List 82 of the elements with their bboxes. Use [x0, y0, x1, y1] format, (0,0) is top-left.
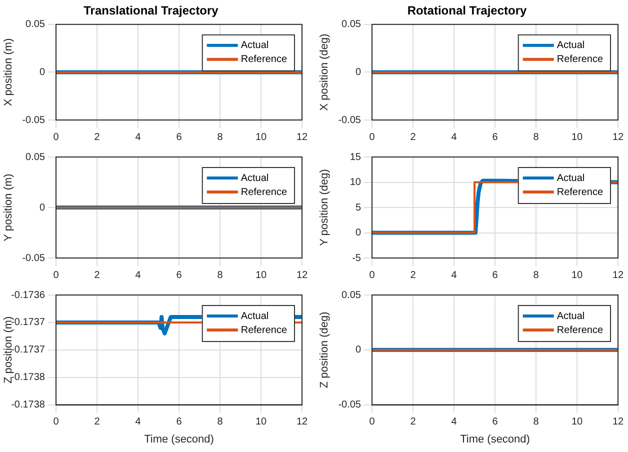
y-tick-label: 0.05 [342, 19, 362, 30]
x-tick-label: 0 [369, 270, 376, 281]
y-tick-label: 10 [350, 177, 362, 188]
x-tick-label: 0 [53, 416, 60, 428]
x-tick-label: 6 [492, 416, 498, 428]
y-tick-label: 0 [39, 202, 46, 214]
y-axis-title: Z position (deg) [318, 312, 331, 388]
y-tick-label: 0.05 [342, 290, 362, 301]
x-tick-label: 10 [255, 270, 267, 281]
x-tick-label: 10 [571, 270, 583, 281]
x-tick-label: 2 [410, 416, 416, 428]
x-tick-label: 8 [217, 132, 224, 143]
legend-label: Reference [240, 54, 288, 66]
x-tick-label: 4 [135, 416, 142, 428]
x-tick-label: 6 [176, 270, 182, 281]
legend-label: Actual [556, 310, 585, 322]
x-tick-label: 2 [410, 132, 416, 143]
y-tick-label: -0.05 [338, 114, 362, 126]
x-tick-label: 12 [296, 270, 308, 281]
y-tick-label: 0 [355, 344, 362, 356]
x-tick-label: 4 [451, 132, 458, 143]
y-tick-label: 0.05 [26, 19, 46, 30]
legend-label: Actual [556, 172, 585, 184]
x-tick-label: 2 [94, 132, 100, 143]
y-axis-title: X position (m) [2, 38, 15, 106]
y-tick-label: -5 [352, 252, 362, 264]
x-tick-label: 8 [533, 416, 540, 428]
x-tick-label: 0 [369, 132, 376, 143]
y-tick-label: 0.05 [26, 152, 46, 163]
x-tick-label: 2 [94, 270, 100, 281]
x-tick-label: 12 [612, 416, 624, 428]
x-tick-label: 4 [135, 132, 142, 143]
y-tick-label: -0.1736 [11, 290, 46, 301]
x-tick-label: 8 [533, 270, 540, 281]
x-tick-label: 12 [612, 132, 624, 143]
x-tick-label: 6 [492, 270, 498, 281]
legend-label: Reference [240, 186, 288, 198]
legend-label: Reference [240, 324, 288, 336]
y-tick-label: 0 [355, 228, 362, 238]
x-tick-label: 4 [135, 270, 142, 281]
legend-label: Reference [556, 324, 604, 336]
y-tick-label: 0 [355, 66, 362, 78]
x-tick-label: 0 [53, 270, 60, 281]
y-tick-label: 15 [350, 152, 362, 163]
y-tick-label: -0.05 [22, 114, 46, 126]
x-tick-label: 10 [255, 416, 267, 428]
legend-label: Reference [556, 186, 604, 198]
x-tick-label: 4 [451, 270, 458, 281]
x-tick-label: 8 [217, 416, 224, 428]
x-tick-label: 12 [296, 132, 308, 143]
legend-label: Actual [240, 40, 269, 52]
x-tick-label: 12 [296, 416, 308, 428]
legend-label: Actual [556, 40, 585, 52]
y-tick-label: 5 [355, 202, 362, 214]
y-tick-label: -0.05 [22, 252, 46, 264]
legend-label: Actual [240, 172, 269, 184]
y-tick-label: -0.1738 [11, 400, 46, 411]
chart-title: Rotational Trajectory [407, 4, 527, 18]
y-axis-title: Y position (deg) [318, 169, 331, 246]
x-axis-title: Time (second) [460, 433, 530, 446]
y-tick-label: 0 [39, 66, 46, 78]
x-tick-label: 6 [176, 132, 182, 143]
legend-label: Reference [556, 54, 604, 66]
x-tick-label: 8 [217, 270, 224, 281]
x-tick-label: 2 [94, 416, 100, 428]
x-axis-title: Time (second) [144, 433, 214, 446]
y-axis-title: Y position (m) [2, 174, 15, 242]
x-tick-label: 10 [571, 416, 583, 428]
x-tick-label: 10 [571, 132, 583, 143]
x-tick-label: 12 [612, 270, 624, 281]
x-tick-label: 0 [53, 132, 60, 143]
x-tick-label: 6 [176, 416, 182, 428]
y-tick-label: -0.05 [338, 400, 362, 411]
x-tick-label: 0 [369, 416, 376, 428]
chart-title: Translational Trajectory [84, 4, 219, 18]
x-tick-label: 4 [451, 416, 458, 428]
x-tick-label: 10 [255, 132, 267, 143]
legend-label: Actual [240, 310, 269, 322]
x-tick-label: 8 [533, 132, 540, 143]
x-tick-label: 2 [410, 270, 416, 281]
y-axis-title: X position (deg) [318, 34, 331, 111]
x-tick-label: 6 [492, 132, 498, 143]
